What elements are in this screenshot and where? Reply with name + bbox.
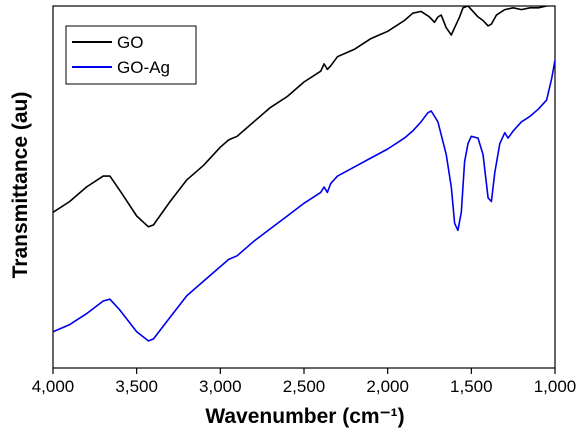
x-tick-label: 4,000: [32, 377, 75, 396]
y-axis-title: Transmittance (au): [9, 92, 32, 279]
x-axis: 4,000 3,500 3,000 2,500 2,000 1,500 1,000: [32, 368, 577, 396]
x-tick-label: 3,500: [115, 377, 158, 396]
series-line-go: [53, 6, 549, 228]
x-tick-label: 1,500: [450, 377, 493, 396]
series-line-go-ag: [53, 60, 555, 342]
legend-box: [65, 25, 197, 85]
x-tick-label: 1,000: [534, 377, 577, 396]
x-tick-label: 2,000: [366, 377, 409, 396]
x-tick-label: 2,500: [283, 377, 326, 396]
x-axis-title: Wavenumber (cm⁻¹): [205, 405, 404, 428]
legend: GO GO-Ag: [65, 25, 197, 85]
x-tick-label: 3,000: [199, 377, 242, 396]
legend-label-go: GO: [117, 33, 143, 52]
legend-label-go-ag: GO-Ag: [117, 58, 170, 77]
